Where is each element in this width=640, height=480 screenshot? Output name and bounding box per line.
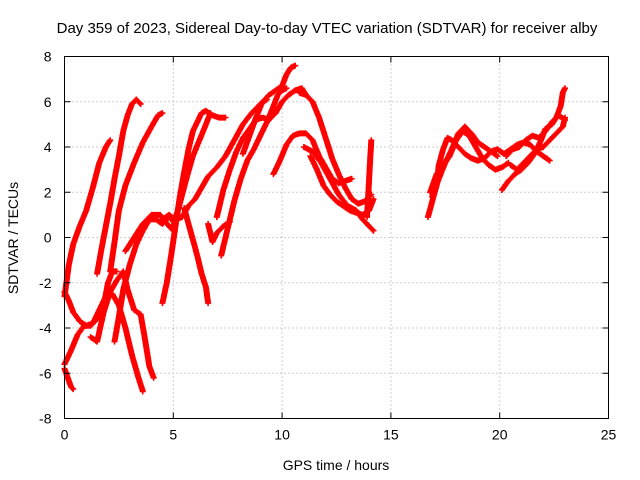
- y-tick-label: -6: [39, 365, 52, 381]
- x-tick-label: 25: [601, 427, 617, 443]
- x-tick-label: 0: [61, 427, 69, 443]
- y-tick-label: -4: [39, 320, 52, 336]
- series-markers: [429, 123, 501, 200]
- y-tick-label: 8: [44, 49, 52, 65]
- series-markers: [87, 268, 157, 381]
- series-trace-3: [61, 365, 77, 393]
- y-tick-label: -8: [39, 411, 52, 427]
- x-tick-label: 5: [169, 427, 177, 443]
- series-markers: [61, 365, 77, 393]
- series-markers: [107, 110, 166, 275]
- x-tick-label: 15: [383, 427, 399, 443]
- series-markers: [94, 96, 144, 277]
- series-trace-27: [503, 112, 568, 160]
- series-trace-17: [239, 62, 299, 157]
- y-tick-label: 6: [44, 94, 52, 110]
- x-axis-label: GPS time / hours: [283, 457, 390, 473]
- y-tick-label: 0: [44, 230, 52, 246]
- axis-ticks: 0 5 10 15 20 25 -8 -6 -4 -2 0 2 4 6 8: [39, 49, 616, 443]
- data-layer: [61, 62, 568, 395]
- series-markers: [507, 114, 568, 173]
- y-tick-label: 4: [44, 139, 52, 155]
- series-trace-22: [364, 137, 375, 221]
- series-markers: [218, 85, 290, 259]
- series-markers: [181, 205, 212, 307]
- series-markers: [503, 112, 568, 160]
- series-markers: [111, 214, 177, 345]
- y-axis-label: SDTVAR / TECUs: [5, 182, 21, 294]
- series-markers: [296, 89, 375, 207]
- series-trace-28: [507, 114, 568, 173]
- chart-title: Day 359 of 2023, Sidereal Day-to-day VTE…: [57, 20, 598, 37]
- series-markers: [364, 137, 375, 221]
- series-trace-8: [111, 214, 177, 345]
- series-trace-12: [170, 110, 214, 230]
- series-trace-13: [181, 205, 212, 307]
- series-trace-5: [94, 96, 144, 277]
- x-tick-label: 10: [274, 427, 290, 443]
- series-trace-19: [296, 89, 375, 207]
- series-markers: [239, 62, 299, 157]
- y-tick-label: -2: [39, 275, 52, 291]
- series-trace-16: [218, 85, 290, 259]
- series-trace-6: [87, 268, 157, 381]
- series-trace-7: [107, 110, 166, 275]
- y-tick-label: 2: [44, 184, 52, 200]
- series-trace-25: [429, 123, 501, 200]
- series-markers: [170, 110, 214, 230]
- x-tick-label: 20: [492, 427, 508, 443]
